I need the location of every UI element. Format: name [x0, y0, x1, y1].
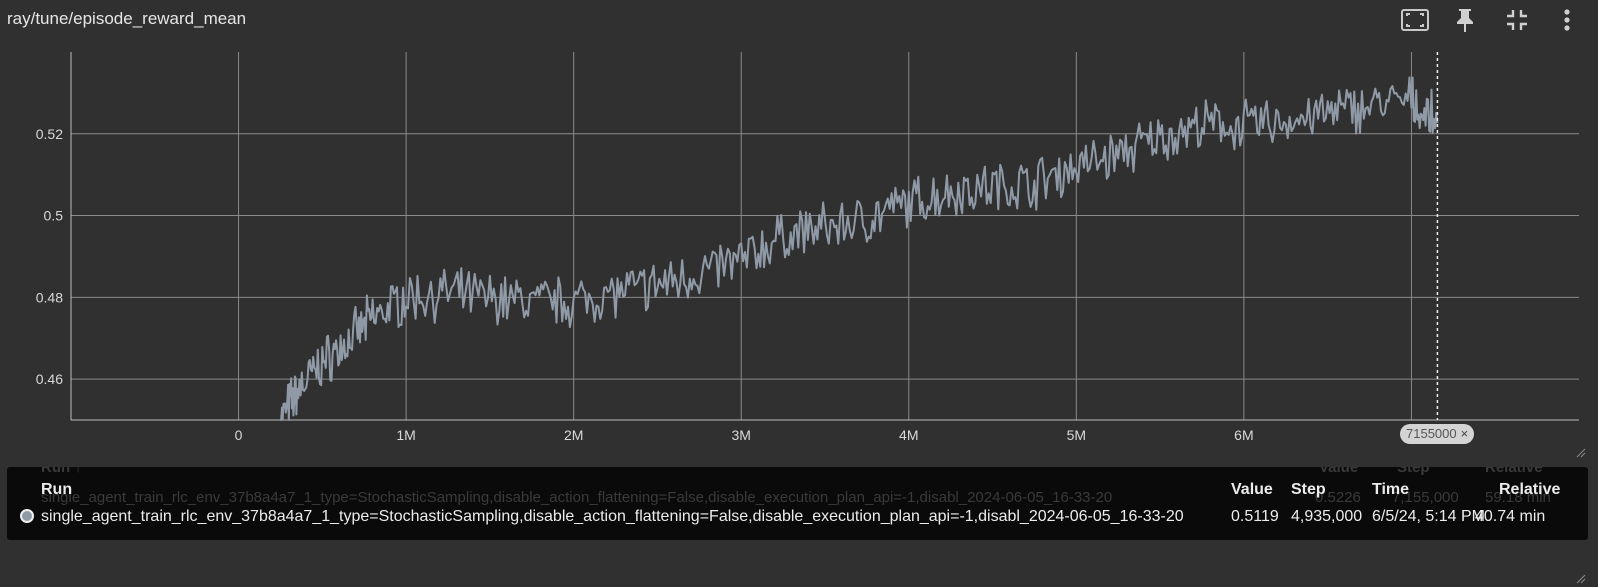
collapse-button[interactable]: [1500, 4, 1534, 36]
ghost-step: 7,155,000: [1392, 489, 1459, 506]
ghost-relative: 59.18 min: [1485, 489, 1551, 506]
run-name: single_agent_train_rlc_env_37b8a4a7_1_ty…: [41, 508, 1184, 525]
step-cursor-chip[interactable]: 7155000 ×: [1400, 424, 1475, 444]
ghost-step-header: Step: [1397, 467, 1430, 476]
fit-to-data-icon: [1401, 9, 1429, 31]
resize-handle-icon[interactable]: [1576, 448, 1586, 458]
ghost-run-header: Run ↑: [41, 467, 82, 476]
ghost-relative-header: Relative: [1485, 467, 1543, 476]
y-tick-label: 0.5: [44, 208, 64, 224]
y-tick-label: 0.46: [36, 371, 63, 387]
line-chart[interactable]: 01M2M3M4M5M6M7M0.460.480.50.52: [0, 40, 1598, 460]
x-tick-label: 3M: [731, 427, 750, 443]
fit-to-data-button[interactable]: [1398, 4, 1432, 36]
data-tooltip: Run ↑ Value Step Relative single_agent_t…: [7, 467, 1588, 540]
y-tick-label: 0.52: [36, 126, 63, 142]
value-header: Value: [1231, 481, 1273, 498]
more-vert-icon: [1564, 9, 1570, 31]
more-options-button[interactable]: [1550, 4, 1584, 36]
collapse-icon: [1507, 10, 1527, 30]
run-time: 6/5/24, 5:14 PM: [1372, 508, 1485, 525]
x-tick-label: 2M: [564, 427, 583, 443]
time-header: Time: [1372, 481, 1410, 498]
run-relative: 40.74 min: [1475, 508, 1546, 525]
x-tick-label: 6M: [1234, 427, 1253, 443]
x-tick-label: 1M: [396, 427, 415, 443]
run-value: 0.5119: [1231, 508, 1279, 525]
step-cursor-close-icon[interactable]: ×: [1460, 426, 1469, 441]
tooltip-resize-icon[interactable]: [1576, 574, 1586, 584]
ghost-value: 0.5226: [1315, 489, 1361, 506]
series-line[interactable]: [280, 76, 1439, 421]
step-header: Step: [1291, 481, 1326, 498]
chart-toolbar: [1398, 4, 1588, 36]
x-tick-label: 5M: [1067, 427, 1086, 443]
step-cursor-label: 7155000: [1406, 426, 1457, 441]
pin-icon: [1457, 9, 1473, 32]
run-header: Run: [41, 481, 73, 498]
y-tick-label: 0.48: [36, 289, 63, 305]
run-color-dot: [20, 509, 34, 523]
chart-title: ray/tune/episode_reward_mean: [7, 9, 247, 28]
x-tick-label: 0: [235, 427, 243, 443]
run-step: 4,935,000: [1291, 508, 1363, 525]
relative-header: Relative: [1499, 481, 1561, 498]
ghost-value-header: Value: [1319, 467, 1359, 476]
pin-button[interactable]: [1448, 4, 1482, 36]
x-tick-label: 4M: [899, 427, 918, 443]
ghost-run: single_agent_train_rlc_env_37b8a4a7_1_ty…: [41, 489, 1113, 506]
